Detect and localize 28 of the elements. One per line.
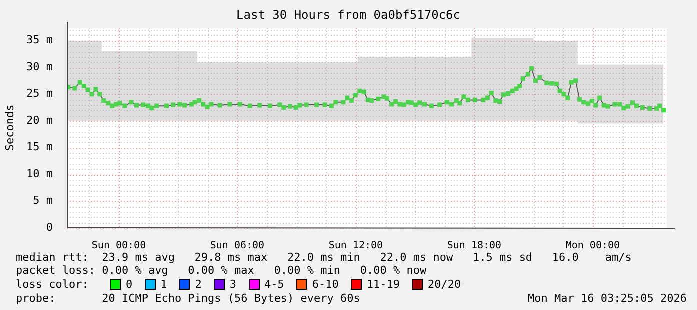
- text: probe: 20 ICMP Echo Pings (56 Bytes) every 60s: [16, 292, 360, 305]
- text: 11-19: [366, 278, 400, 291]
- text: 20/20: [428, 278, 462, 291]
- text: 3: [230, 278, 236, 291]
- text: loss color:: [16, 278, 89, 291]
- y-axis-title: Seconds: [3, 104, 16, 152]
- x-tick-label: Mon 00:00: [566, 240, 620, 252]
- y-tick-label: 10 m: [26, 167, 54, 180]
- y-tick-label: 25 m: [26, 87, 54, 100]
- chart-title: Last 30 Hours from 0a0bf5170c6c: [236, 8, 462, 22]
- y-tick-label: 35 m: [26, 34, 54, 47]
- text: packet loss: 0.00 % avg 0.00 % max 0.00 % min 0.00 % now: [16, 264, 427, 277]
- text: 2: [195, 278, 202, 291]
- y-tick-label: 5 m: [33, 194, 54, 208]
- y-tick-label: 15 m: [26, 140, 54, 154]
- y-tick-label: 30 m: [26, 60, 54, 74]
- text: Mon Mar 16 03:25:05 2026: [528, 292, 687, 305]
- text: 1: [160, 278, 168, 291]
- text: 0: [126, 278, 133, 291]
- x-tick-label: Sun 06:00: [210, 240, 265, 252]
- text: median rtt: 23.9 ms avg 29.8 ms max 22.0 ms min 22.0 ms now 1.5 ms sd 16.0 am/s: [16, 251, 632, 264]
- y-tick-label: 0: [46, 220, 53, 234]
- x-tick-label: Sun 18:00: [447, 240, 502, 252]
- x-tick-label: Sun 12:00: [328, 240, 384, 252]
- x-tick-label: Sun 00:00: [92, 240, 146, 252]
- y-tick-label: 20 m: [26, 114, 54, 127]
- text: 6-10: [312, 278, 339, 291]
- text: 4-5: [264, 278, 284, 291]
